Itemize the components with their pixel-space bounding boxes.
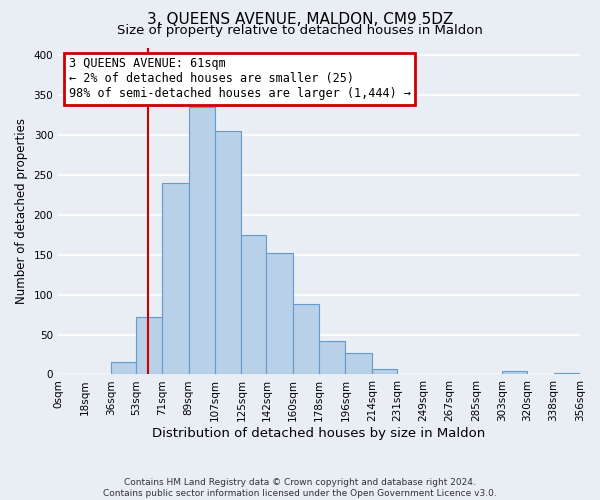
X-axis label: Distribution of detached houses by size in Maldon: Distribution of detached houses by size … bbox=[152, 427, 486, 440]
Text: Size of property relative to detached houses in Maldon: Size of property relative to detached ho… bbox=[117, 24, 483, 37]
Text: Contains HM Land Registry data © Crown copyright and database right 2024.
Contai: Contains HM Land Registry data © Crown c… bbox=[103, 478, 497, 498]
Bar bbox=[266, 253, 293, 374]
Bar bbox=[215, 131, 241, 374]
Bar bbox=[162, 183, 188, 374]
Bar bbox=[293, 304, 319, 374]
Bar bbox=[241, 235, 266, 374]
Bar bbox=[111, 362, 136, 374]
Bar bbox=[136, 317, 162, 374]
Text: 3, QUEENS AVENUE, MALDON, CM9 5DZ: 3, QUEENS AVENUE, MALDON, CM9 5DZ bbox=[147, 12, 453, 28]
Y-axis label: Number of detached properties: Number of detached properties bbox=[15, 118, 28, 304]
Bar bbox=[188, 108, 215, 374]
Bar bbox=[319, 341, 346, 374]
Bar bbox=[372, 369, 397, 374]
Bar bbox=[554, 373, 580, 374]
Text: 3 QUEENS AVENUE: 61sqm
← 2% of detached houses are smaller (25)
98% of semi-deta: 3 QUEENS AVENUE: 61sqm ← 2% of detached … bbox=[68, 58, 410, 100]
Bar bbox=[346, 353, 372, 374]
Bar bbox=[502, 372, 527, 374]
